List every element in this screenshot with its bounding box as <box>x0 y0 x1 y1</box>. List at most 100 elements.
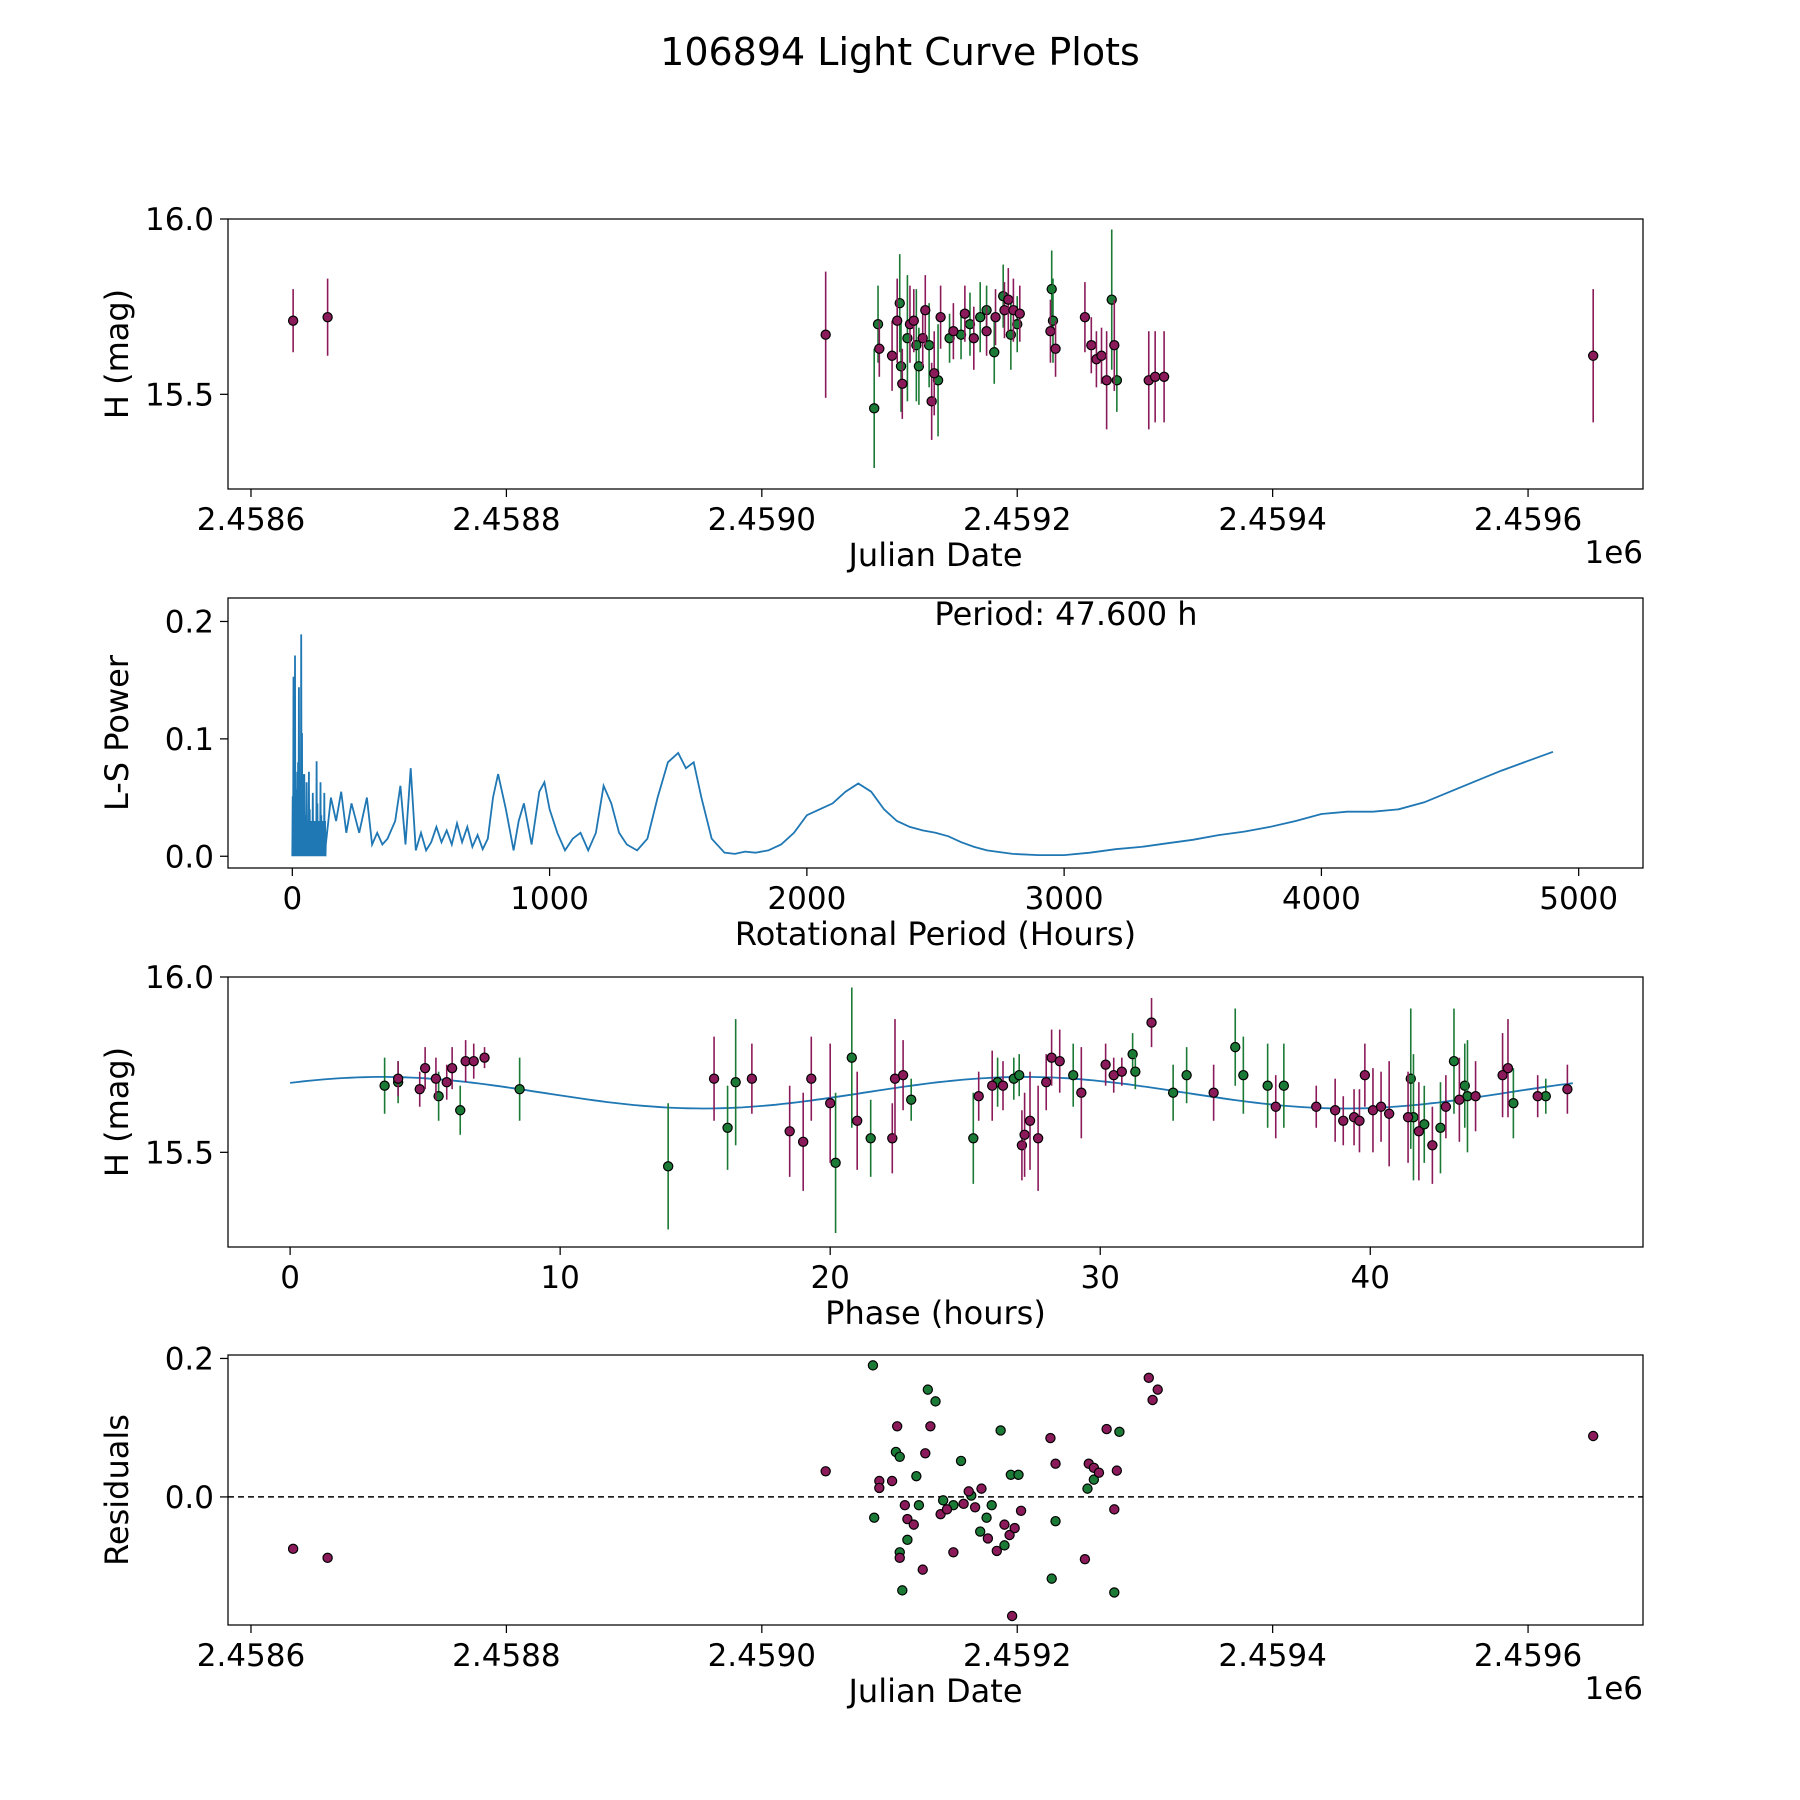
data-point <box>981 326 992 337</box>
data-point <box>1497 1069 1508 1081</box>
data-point <box>851 1115 863 1126</box>
data-point <box>1149 371 1161 382</box>
data-point <box>925 1421 936 1432</box>
data-point <box>1114 1426 1125 1438</box>
data-point <box>895 361 907 372</box>
data-point <box>1046 283 1057 295</box>
residuals-panel: 2.4586 2.4588 2.4590 2.4592 2.4594 2.4596 0.0 0… <box>98 1341 1644 1710</box>
data-point <box>1143 1372 1154 1384</box>
data-point <box>468 1055 479 1067</box>
residuals-xtick-label: 2.4586 <box>197 1638 305 1674</box>
data-point <box>1470 1091 1481 1102</box>
data-point <box>1054 1055 1065 1067</box>
data-point <box>1375 1101 1387 1112</box>
data-point <box>1587 1430 1599 1442</box>
data-point <box>1167 1087 1179 1098</box>
lightcurve-xtick-label: 2.4590 <box>708 502 816 538</box>
phased-xtick-label: 30 <box>1080 1260 1119 1296</box>
data-point <box>1024 1115 1036 1126</box>
data-point <box>1419 1119 1430 1130</box>
data-point <box>479 1052 490 1063</box>
data-point <box>1147 1394 1158 1406</box>
data-point <box>1006 1610 1018 1622</box>
data-point <box>1100 1059 1111 1070</box>
data-point <box>1050 343 1061 354</box>
periodogram-xtick-label: 1000 <box>510 881 589 917</box>
data-point <box>1045 1432 1056 1444</box>
data-point <box>1101 1423 1112 1435</box>
data-point <box>1088 1474 1100 1485</box>
lightcurve-plot-area <box>287 229 1599 468</box>
figure-title: 106894 Light Curve Plots <box>660 30 1140 74</box>
data-point <box>865 1133 876 1144</box>
data-point <box>969 1502 981 1513</box>
data-point <box>999 1519 1010 1530</box>
data-point <box>1262 1080 1273 1091</box>
data-point <box>730 1076 741 1088</box>
data-point <box>991 1545 1002 1557</box>
periodogram-axes-frame <box>227 597 1644 869</box>
periodogram-ytick-label: 0.1 <box>165 722 214 758</box>
data-point <box>922 1384 934 1395</box>
data-point <box>446 1062 458 1074</box>
data-point <box>419 1062 431 1074</box>
data-point <box>974 1526 986 1537</box>
periodogram-period-annotation: Period: 47.600 h <box>934 595 1197 633</box>
lightcurve-xtick-label: 2.4586 <box>197 502 305 538</box>
data-point <box>1311 1101 1322 1112</box>
data-point <box>913 1500 925 1511</box>
data-point <box>1109 1587 1120 1598</box>
lightcurve-series-band_r <box>287 268 1599 440</box>
data-point <box>430 1073 442 1084</box>
data-point <box>911 1470 922 1482</box>
phased-series-band_r <box>392 998 1573 1191</box>
data-point <box>899 1500 911 1511</box>
data-point <box>1076 1087 1087 1098</box>
data-point <box>894 1451 905 1462</box>
data-point <box>1045 326 1056 337</box>
data-point <box>379 1080 390 1091</box>
data-point <box>1508 1098 1519 1109</box>
residuals-ytick-label: 0.0 <box>165 1480 214 1516</box>
data-point <box>987 1080 998 1091</box>
periodogram-xtick-label: 2000 <box>767 881 846 917</box>
data-point <box>820 1466 831 1477</box>
residuals-ylabel: Residuals <box>98 1414 136 1566</box>
phased-ytick-label: 16.0 <box>145 960 214 996</box>
data-point <box>1009 1522 1020 1534</box>
data-point <box>941 1504 953 1515</box>
data-point <box>1359 1069 1371 1081</box>
data-point <box>830 1157 841 1169</box>
data-point <box>1019 1129 1030 1140</box>
data-point <box>797 1136 809 1148</box>
data-point <box>1050 1458 1061 1469</box>
data-point <box>981 1512 992 1523</box>
data-point <box>1046 1573 1057 1584</box>
data-point <box>1079 1554 1091 1565</box>
phased-xtick-label: 20 <box>810 1260 849 1296</box>
data-point <box>986 1500 997 1511</box>
phased-plot-area <box>289 987 1573 1233</box>
data-point <box>872 318 884 330</box>
residuals-series-band_r <box>287 1372 1599 1622</box>
data-point <box>959 308 971 319</box>
data-point <box>1587 350 1599 361</box>
data-point <box>1082 1483 1093 1494</box>
data-point <box>963 1486 974 1497</box>
data-point <box>1003 294 1014 305</box>
periodogram-ylabel: L-S Power <box>98 654 136 811</box>
residuals-xlabel: Julian Date <box>846 1672 1022 1710</box>
data-point <box>948 1547 959 1558</box>
data-point <box>1230 1041 1241 1053</box>
phased-ylabel: H (mag) <box>98 1047 136 1177</box>
data-point <box>1158 371 1170 382</box>
data-point <box>1181 1069 1192 1081</box>
data-point <box>874 1482 885 1494</box>
data-point <box>1013 1469 1024 1480</box>
data-point <box>930 1396 941 1407</box>
data-point <box>722 1122 733 1133</box>
residuals-xtick-label: 2.4588 <box>452 1638 560 1674</box>
lightcurve-xlabel: Julian Date <box>846 536 1022 574</box>
data-point <box>990 311 1001 323</box>
data-point <box>1338 1115 1349 1126</box>
